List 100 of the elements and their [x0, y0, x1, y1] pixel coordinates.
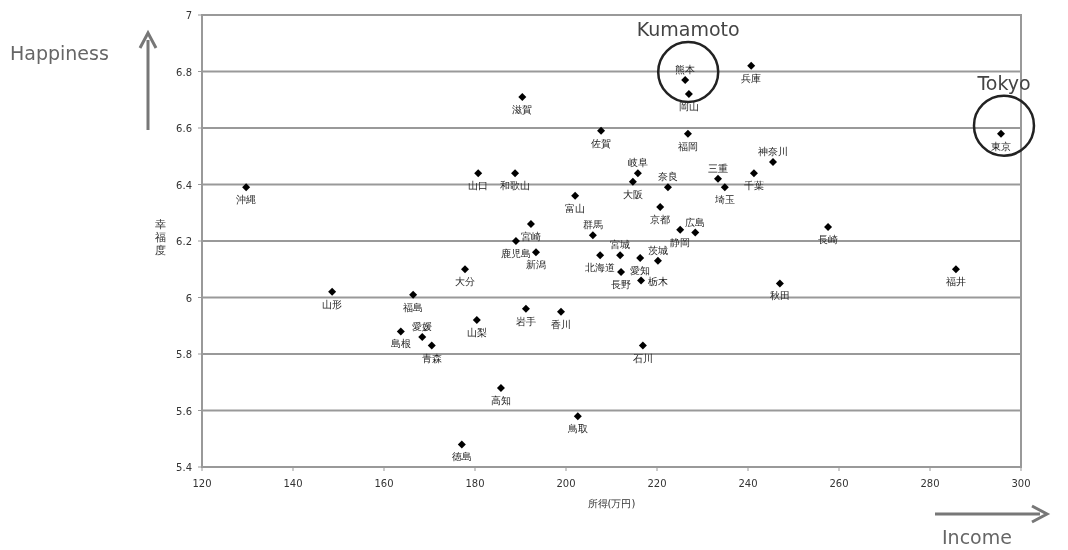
text: Happiness: [10, 42, 109, 64]
x-tick-label: 240: [738, 478, 758, 489]
point: [557, 307, 565, 316]
point: [418, 333, 427, 342]
annotation: 山梨: [466, 327, 487, 339]
point: [691, 228, 700, 237]
annotation: 三重: [707, 162, 728, 174]
point: [676, 225, 685, 234]
point: [526, 220, 535, 229]
point: [409, 290, 418, 299]
point: [628, 177, 637, 186]
point: [573, 412, 582, 421]
annotation: 福岡: [677, 140, 698, 152]
y-tick-label: 6.2: [176, 236, 192, 247]
y-axis-title: 幸福度: [154, 218, 166, 257]
y-tick-label: 7: [185, 10, 192, 21]
annotation: 愛知: [630, 264, 651, 276]
annotation: 大分: [454, 276, 475, 288]
y-tick-label: 6.6: [176, 123, 192, 134]
y-tick-label: 5.8: [176, 349, 192, 360]
point: [511, 237, 520, 245]
annotation: 富山: [565, 202, 586, 214]
x-tick-label: 200: [556, 478, 576, 489]
annotation: 山口: [468, 180, 489, 192]
annotation: 秋田: [769, 290, 790, 302]
point: [521, 304, 530, 313]
x-tick-label: 300: [1011, 478, 1031, 489]
point: [457, 440, 466, 449]
annotation: 京都: [650, 214, 671, 226]
point: [460, 265, 469, 274]
point: [636, 253, 645, 262]
annotation: 長野: [611, 279, 632, 291]
point: [617, 268, 626, 277]
point: [681, 75, 690, 84]
text: Income: [942, 526, 1012, 548]
point: [824, 222, 833, 231]
annotation: 島根: [390, 338, 411, 350]
point: [747, 61, 756, 70]
x-tick-label: 160: [374, 478, 394, 489]
annotation: 大阪: [622, 188, 643, 200]
annotation: 福井: [945, 276, 966, 288]
point: [653, 256, 662, 265]
y-tick-label: 5.6: [176, 405, 192, 417]
annotation: 兵庫: [741, 72, 762, 84]
point: [749, 169, 758, 178]
annotation: 石川: [632, 352, 653, 364]
annotation: 青森: [421, 352, 442, 364]
point: [531, 248, 540, 257]
point: [328, 287, 337, 296]
point: [656, 203, 665, 212]
y-tick-label: 6: [185, 292, 192, 304]
annotation: 長崎: [818, 233, 839, 245]
point: [720, 183, 729, 192]
annotation: 徳島: [451, 451, 472, 463]
annotation: 香川: [550, 318, 571, 330]
point: [518, 92, 527, 101]
point: [713, 174, 722, 183]
point: [474, 169, 483, 178]
point: [663, 183, 672, 192]
annotation: 広島: [685, 216, 706, 228]
annotation: 神奈川: [758, 145, 789, 157]
annotation: 岩手: [515, 315, 536, 327]
point: [511, 169, 520, 178]
point: [769, 157, 778, 166]
annotation: 奈良: [657, 171, 678, 183]
point: [596, 251, 605, 260]
annotation: 福島: [403, 301, 424, 313]
annotation: 静岡: [670, 236, 691, 248]
x-tick-label: 180: [465, 478, 485, 489]
y-tick-label: 5.4: [176, 462, 192, 473]
annotation: 茨城: [647, 244, 668, 256]
point: [597, 126, 606, 135]
annotation: 宮崎: [520, 231, 541, 243]
annotation: 佐賀: [591, 137, 612, 149]
x-axis-title: 所得(万円): [587, 498, 636, 509]
annotation: 埼玉: [713, 194, 735, 206]
annotation: 宮城: [610, 239, 631, 251]
point: [496, 383, 505, 392]
annotation: 熊本: [675, 63, 696, 75]
annotation: 沖縄: [236, 194, 257, 206]
point: [633, 169, 642, 178]
point: [775, 279, 784, 288]
annotation: 山形: [322, 298, 343, 310]
annotation: 岐阜: [627, 157, 648, 169]
annotation: 鳥取: [566, 423, 588, 435]
x-tick-label: 120: [192, 478, 212, 489]
point: [683, 129, 692, 138]
y-tick-label: 6.4: [176, 179, 192, 191]
point: [616, 251, 625, 260]
annotation: 和歌山: [500, 180, 531, 192]
annotation: Tokyo: [976, 71, 1031, 94]
y-tick-label: 6.8: [176, 66, 192, 78]
x-tick-label: 260: [829, 478, 849, 489]
x-tick-label: 140: [283, 478, 303, 489]
point: [996, 129, 1005, 138]
annotation: 新潟: [525, 259, 546, 271]
annotation: 愛媛: [412, 321, 433, 333]
x-tick-label: 280: [920, 478, 940, 489]
annotation: 群馬: [582, 219, 603, 231]
annotation: Kumamoto: [636, 17, 740, 40]
